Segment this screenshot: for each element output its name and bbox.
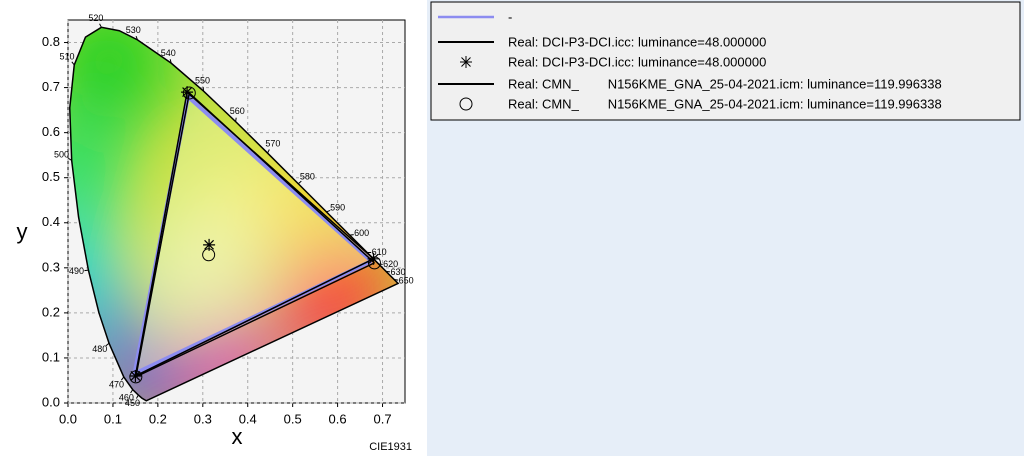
circle-marker [367,256,381,270]
wavelength-label: 600 [354,228,369,238]
wavelength-label: 540 [161,48,176,58]
wavelength-label: 510 [59,51,74,61]
wavelength-tick [130,389,134,394]
x-tick-label: 0.3 [194,411,212,426]
legend-label: Real: CMN_ N156KME_GNA_25-04-2021.icm: l… [508,76,942,91]
circle-marker [182,86,196,100]
x-tick-label: 0.7 [373,411,391,426]
wavelength-label: 650 [399,275,414,285]
legend-label: - [508,9,512,24]
wavelength-label: 580 [300,172,315,182]
legend-label: Real: DCI-P3-DCI.icc: luminance=48.00000… [508,54,766,69]
y-tick-label: 0.2 [42,304,60,319]
y-tick-label: 0.6 [42,124,60,139]
wavelength-label: 570 [265,138,280,148]
x-tick-label: 0.0 [59,411,77,426]
wavelength-label: 490 [69,266,84,276]
wavelength-label: 560 [230,106,245,116]
y-tick-label: 0.1 [42,349,60,364]
legend-label: Real: CMN_ N156KME_GNA_25-04-2021.icm: l… [508,96,942,111]
legend-swatch [460,56,472,68]
star-marker [367,252,380,265]
gamut-line [135,92,375,378]
star-marker [181,86,194,99]
wavelength-tick [169,59,172,64]
wavelength-label: 520 [88,13,103,23]
wavelength-tick [68,157,72,161]
circle-marker [202,248,216,262]
x-tick-label: 0.2 [149,411,167,426]
footer: CIE1931 [369,441,412,453]
wavelength-tick [105,342,110,347]
wavelength-tick [120,376,125,381]
x-tick-label: 0.6 [329,411,347,426]
gamut-overlay [135,92,374,376]
y-tick-label: 0.5 [42,169,60,184]
legend-label: Real: DCI-P3-DCI.icc: luminance=48.00000… [508,34,766,49]
wavelength-tick [394,279,399,281]
wavelength-label: 500 [54,149,69,159]
wavelength-label: 530 [126,25,141,35]
x-tick-label: 0.5 [284,411,302,426]
wavelength-label: 610 [372,247,387,257]
y-tick-label: 0.3 [42,259,60,274]
legend-swatch [459,97,473,111]
x-axis-label: x [232,424,243,449]
wavelength-label: 450 [125,398,140,408]
wavelength-tick [135,394,139,399]
wavelength-tick [71,61,75,66]
wavelength-tick [99,23,102,28]
y-tick-label: 0.0 [42,394,60,409]
y-axis-label: y [17,219,28,244]
wavelength-label: 630 [390,267,405,277]
wavelength-tick [349,234,354,236]
wavelength-label: 550 [195,75,210,85]
wavelength-tick [267,149,270,154]
wavelength-tick [297,180,302,185]
gamut-line [134,91,375,377]
x-tick-label: 0.4 [239,411,257,426]
y-tick-label: 0.4 [42,214,60,229]
wavelength-tick [84,269,89,272]
y-tick-label: 0.7 [42,79,60,94]
y-tick-label: 0.8 [42,34,60,49]
circle-marker [129,370,143,384]
legend [430,1,1021,121]
wavelength-label: 480 [92,344,107,354]
wavelength-tick [326,209,331,213]
wavelength-tick [235,117,237,122]
wavelength-label: 590 [330,203,345,213]
wavelength-label: 620 [383,259,398,269]
x-tick-label: 0.1 [104,411,122,426]
star-marker [203,238,216,251]
wavelength-label: 470 [109,379,124,389]
wavelength-tick [135,35,138,41]
wavelength-label: 460 [119,392,134,402]
